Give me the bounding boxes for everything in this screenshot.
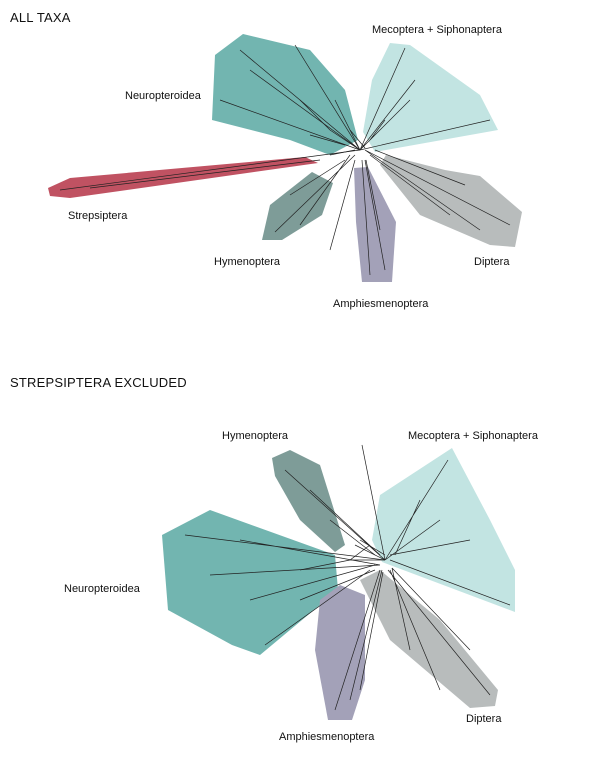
- clade-amphiesmenoptera: [315, 585, 365, 720]
- label-diptera: Diptera: [466, 713, 502, 725]
- panel-all-taxa-network: [48, 34, 522, 282]
- label-amphiesmenoptera: Amphiesmenoptera: [333, 298, 429, 310]
- clade-neuropteroidea: [162, 510, 338, 655]
- clade-diptera: [360, 570, 498, 708]
- label-diptera: Diptera: [474, 256, 510, 268]
- label-strepsiptera: Strepsiptera: [68, 210, 128, 222]
- network-branches: [59, 44, 511, 276]
- panel-strepsiptera-excluded-network: [162, 444, 515, 720]
- clade-hymenoptera: [262, 172, 333, 240]
- clade-hymenoptera: [272, 450, 345, 552]
- clade-amphiesmenoptera: [354, 167, 396, 282]
- clade-mecoptera-siphonaptera: [363, 43, 498, 152]
- label-hymenoptera: Hymenoptera: [214, 256, 281, 268]
- label-neuropteroidea: Neuropteroidea: [125, 90, 201, 102]
- clade-mecoptera-siphonaptera: [372, 448, 515, 612]
- clade-neuropteroidea: [212, 34, 358, 155]
- label-amphiesmenoptera: Amphiesmenoptera: [279, 731, 375, 743]
- clade-diptera: [380, 155, 522, 247]
- network-branches: [184, 444, 511, 711]
- clade-strepsiptera: [48, 157, 318, 198]
- label-mecoptera-siphonaptera: Mecoptera + Siphonaptera: [372, 24, 502, 36]
- label-hymenoptera: Hymenoptera: [222, 430, 289, 442]
- panel-title-all-taxa: ALL TAXA: [10, 10, 71, 25]
- panel-title-strepsiptera-excluded: STREPSIPTERA EXCLUDED: [10, 375, 187, 390]
- label-mecoptera-siphonaptera: Mecoptera + Siphonaptera: [408, 430, 538, 442]
- label-neuropteroidea: Neuropteroidea: [64, 583, 140, 595]
